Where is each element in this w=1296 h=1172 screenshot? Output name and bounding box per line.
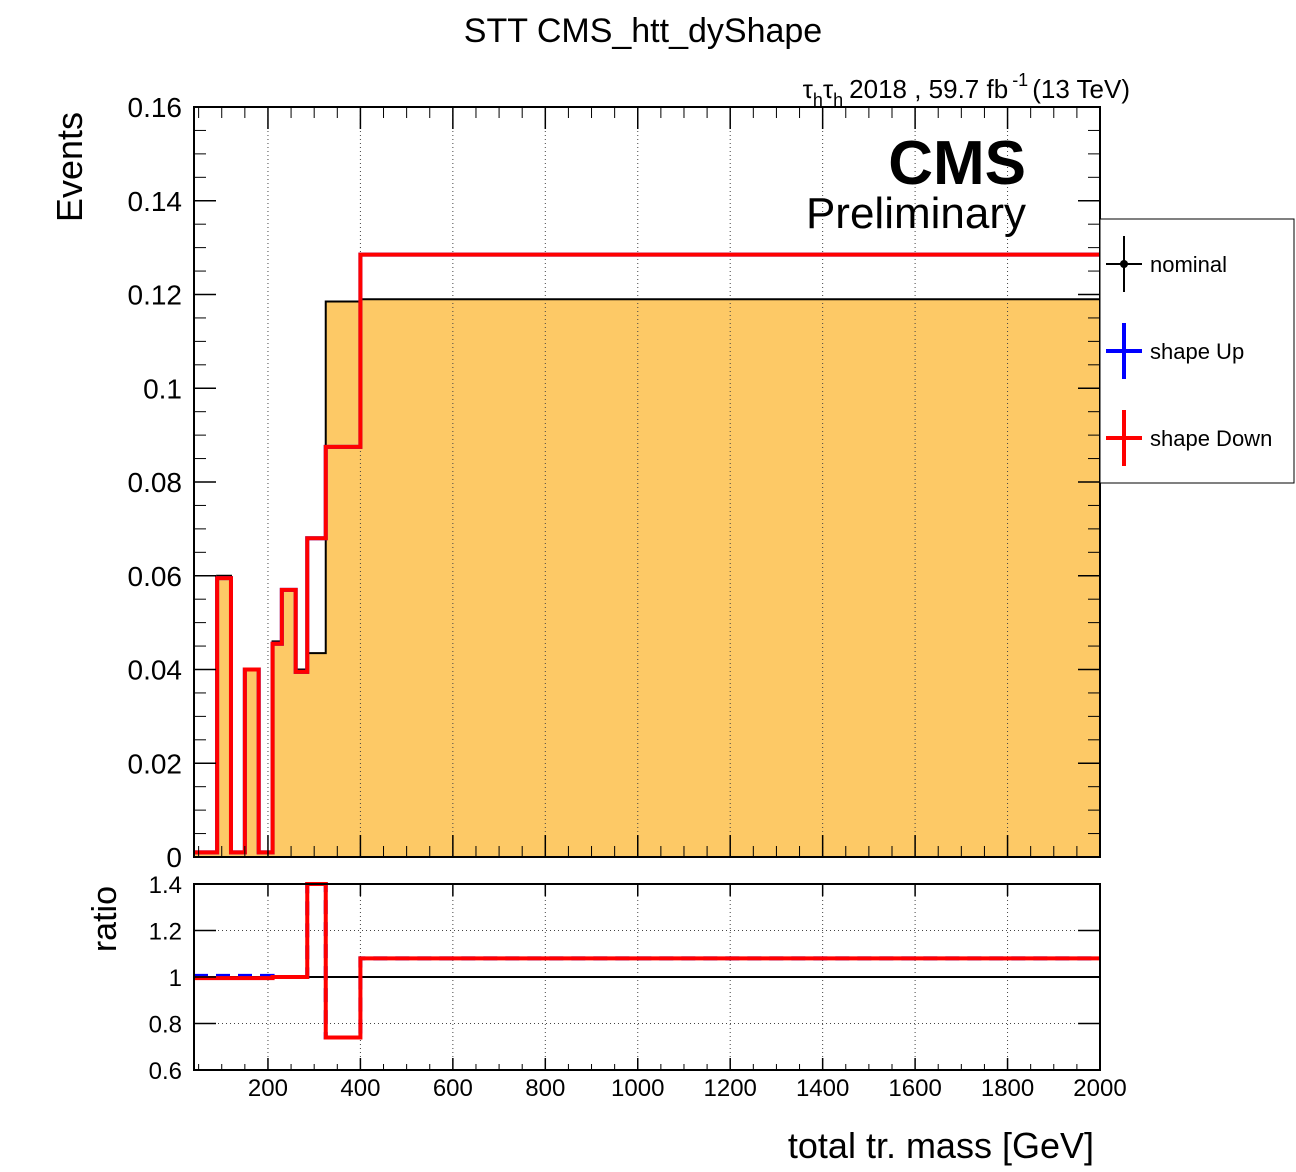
legend-label-shape-up: shape Up (1150, 339, 1244, 364)
nominal-fill (194, 299, 1100, 857)
lumi-label: τhτh 2018 , 59.7 fb -1 (13 TeV) (803, 70, 1130, 110)
y-tick-label-1: 0.02 (128, 748, 183, 779)
lumi-tau-1: τ (803, 74, 814, 104)
legend: nominal shape Up shape Down (1099, 218, 1295, 484)
ratio-y-axis-label: ratio (86, 886, 124, 952)
ratio-plot: 200 400 600 800 1000 1200 1400 1600 1800 2000 0.6 0… (149, 872, 1127, 1102)
x-tick-label-2: 600 (433, 1075, 473, 1102)
x-tick-label-5: 1200 (704, 1075, 757, 1102)
lumi-sub-2: h (833, 90, 843, 110)
series-shape-down-line (194, 252, 1100, 855)
cms-label: CMS (888, 129, 1026, 198)
ratio-y-tick-label-3: 1.2 (149, 919, 182, 946)
x-tick-label-8: 1800 (981, 1075, 1034, 1102)
x-tick-label-3: 800 (525, 1075, 565, 1102)
ratio-y-tick-label-2: 1 (169, 965, 182, 992)
legend-label-nominal: nominal (1150, 252, 1227, 277)
lumi-tau-2: τ (823, 74, 834, 104)
lumi-energy: (13 TeV) (1032, 74, 1130, 104)
x-tick-label-0: 200 (248, 1075, 288, 1102)
y-tick-label-4: 0.08 (128, 467, 183, 498)
x-tick-label-1: 400 (340, 1075, 380, 1102)
x-tick-label-4: 1000 (611, 1075, 664, 1102)
x-tick-label-7: 1600 (888, 1075, 941, 1102)
y-tick-label-0: 0 (166, 842, 182, 873)
main-plot: 0 0.02 0.04 0.06 0.08 0.1 0.12 0.14 0.16 (128, 92, 1101, 873)
y-tick-label-5: 0.1 (143, 373, 182, 404)
y-tick-label-3: 0.06 (128, 561, 183, 592)
ratio-shape-down-line (194, 882, 1100, 1040)
y-tick-label-8: 0.16 (128, 92, 183, 123)
y-axis-label: Events (49, 112, 90, 222)
chart-title: STT CMS_htt_dyShape (464, 12, 822, 50)
ratio-y-tick-label-1: 0.8 (149, 1012, 182, 1039)
legend-label-shape-down: shape Down (1150, 426, 1272, 451)
y-tick-label-2: 0.04 (128, 655, 183, 686)
x-tick-label-6: 1400 (796, 1075, 849, 1102)
preliminary-label: Preliminary (806, 189, 1026, 238)
x-tick-label-9: 2000 (1073, 1075, 1126, 1102)
legend-marker-dot-nominal (1120, 260, 1128, 268)
x-axis-label: total tr. mass [GeV] (788, 1125, 1094, 1166)
y-tick-label-6: 0.12 (128, 280, 183, 311)
lumi-year: 2018 , 59.7 fb (849, 74, 1008, 104)
ratio-y-tick-label-0: 0.6 (149, 1058, 182, 1085)
lumi-sub-1: h (813, 90, 823, 110)
ratio-y-tick-label-4: 1.4 (149, 872, 182, 899)
lumi-exponent: -1 (1012, 70, 1028, 90)
y-tick-label-7: 0.14 (128, 186, 183, 217)
